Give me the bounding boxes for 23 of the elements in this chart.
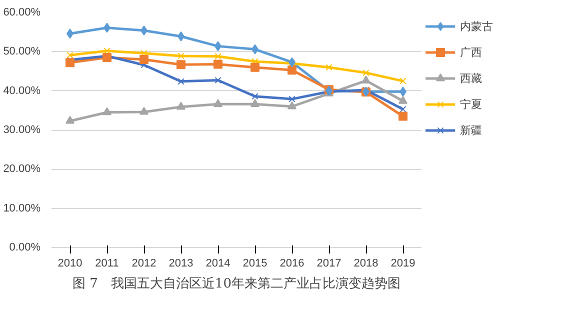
x-tick-label: 2018 [354, 258, 378, 270]
legend-label: 广西 [460, 44, 482, 60]
y-tick-label: 60.00% [3, 6, 41, 18]
y-tick-label: 10.00% [3, 202, 41, 214]
x-tick-label: 2011 [95, 258, 119, 270]
x-tick-label: 2016 [280, 258, 304, 270]
x-tick-label: 2010 [58, 258, 82, 270]
x-tick-label: 2014 [206, 258, 230, 270]
x-tick-label: 2012 [132, 258, 156, 270]
x-tick-label: 2019 [390, 258, 416, 270]
y-tick-label: 40.00% [3, 84, 41, 97]
y-tick-label: 50.00% [3, 46, 41, 58]
y-tick-label: 30.00% [3, 124, 41, 136]
x-tick-label: 2015 [242, 258, 268, 270]
legend-label: 宁夏 [460, 96, 482, 112]
y-tick-label: 0.00% [9, 242, 41, 254]
legend-label: 新疆 [460, 122, 482, 138]
x-tick-label: 2017 [316, 258, 342, 270]
legend-label: 西藏 [460, 70, 482, 86]
legend-label: 内蒙古 [460, 18, 493, 34]
x-tick-label: 2013 [168, 258, 194, 270]
text: 图 7 我国五大自治区近10年来第二产业占比演变趋势图 [72, 276, 400, 292]
y-tick-label: 20.00% [3, 163, 41, 176]
